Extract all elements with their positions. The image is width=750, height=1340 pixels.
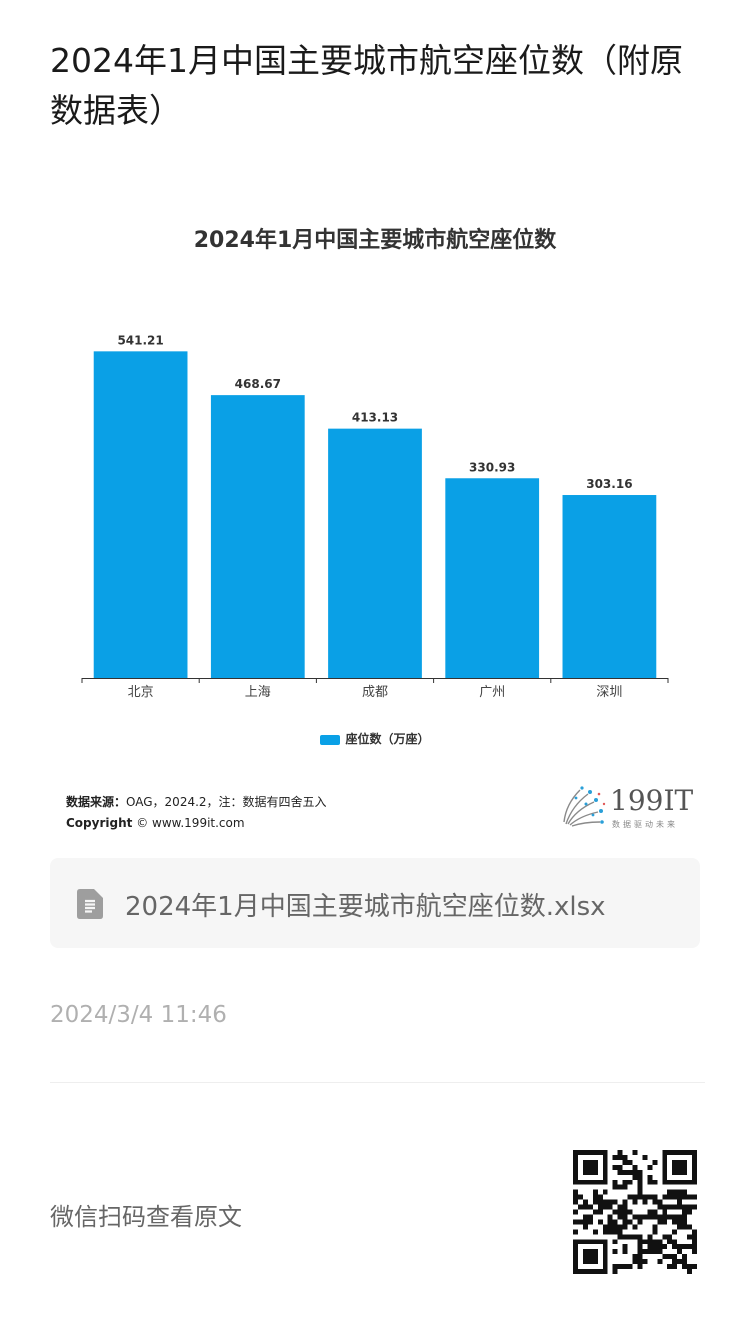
- data-label-0: 541.21: [117, 333, 163, 347]
- qr-code-icon[interactable]: [573, 1150, 697, 1274]
- source-label: 数据来源：: [66, 795, 127, 809]
- logo-burst-icon: [563, 786, 606, 827]
- bar-1: [210, 395, 305, 678]
- x-tick-label-2: 成都: [362, 685, 388, 700]
- source-block: 数据来源：OAG，2024.2，注：数据有四舍五入 Copyright © ww…: [66, 792, 327, 834]
- chart-card: 2024年1月中国主要城市航空座位数 541.21 北京 468.67 上海 413.1…: [50, 200, 700, 840]
- attachment-filename[interactable]: 2024年1月中国主要城市航空座位数.xlsx: [125, 892, 606, 922]
- article-title: 2024年1月中国主要城市航空座位数（附原数据表）: [50, 41, 683, 130]
- 199it-logo: 199IT 数据驱动未来: [558, 784, 693, 832]
- chart-legend: 座位数（万座）: [50, 730, 700, 747]
- bar-3: [445, 478, 540, 678]
- scan-prompt: 微信扫码查看原文: [50, 1203, 242, 1231]
- publish-timestamp: 2024/3/4 11:46: [50, 1002, 227, 1028]
- legend-label: 座位数（万座）: [345, 732, 430, 746]
- data-label-4: 303.16: [586, 477, 632, 491]
- logo-text: 199IT: [610, 784, 694, 817]
- data-label-3: 330.93: [469, 460, 515, 474]
- copyright-text: © www.199it.com: [136, 816, 245, 830]
- copyright-label: Copyright: [66, 816, 133, 830]
- logo-subtitle: 数据驱动未来: [612, 820, 678, 829]
- divider: [50, 1082, 705, 1083]
- bar-2: [328, 428, 422, 678]
- x-tick-label-0: 北京: [128, 685, 154, 700]
- chart-title: 2024年1月中国主要城市航空座位数: [193, 228, 557, 253]
- bar-chart: 541.21 北京 468.67 上海 413.13 成都 330.93 广州 303.16 深圳: [81, 333, 669, 700]
- legend-swatch: [320, 734, 341, 745]
- attachment-card[interactable]: 2024年1月中国主要城市航空座位数.xlsx: [50, 858, 700, 948]
- x-tick-label-1: 上海: [245, 685, 271, 700]
- data-label-2: 413.13: [352, 411, 398, 425]
- bar-0: [93, 351, 188, 678]
- spreadsheet-file-icon: [77, 889, 103, 919]
- x-tick-label-4: 深圳: [596, 685, 622, 700]
- bar-4: [562, 495, 657, 678]
- source-text: OAG，2024.2，注：数据有四舍五入: [126, 795, 327, 809]
- data-label-1: 468.67: [235, 377, 281, 391]
- x-tick-label-3: 广州: [479, 685, 505, 700]
